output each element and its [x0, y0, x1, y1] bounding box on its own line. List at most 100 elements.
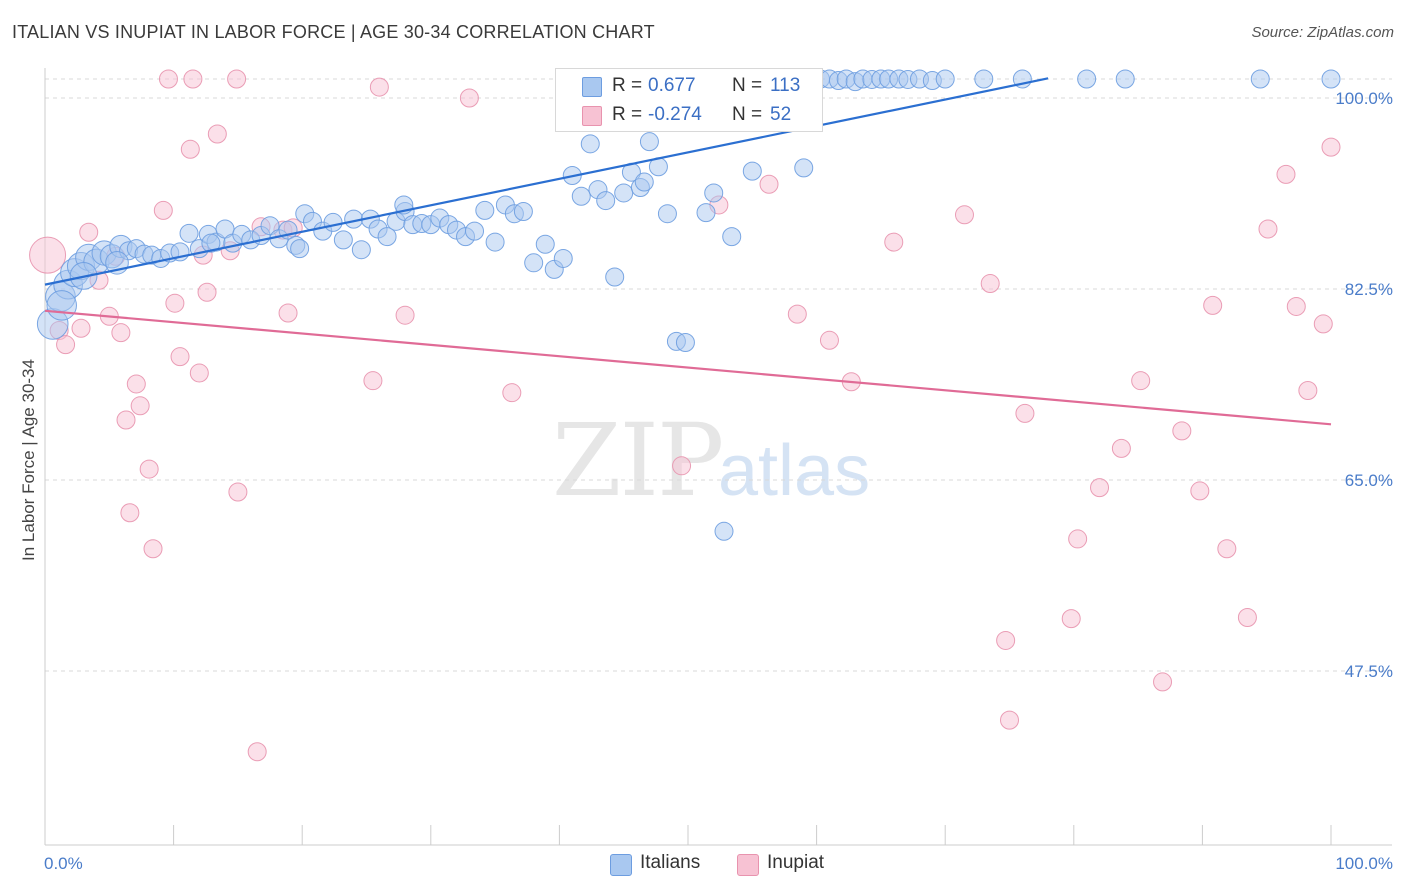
italian-point [513, 202, 533, 222]
stats-row-italians: R = 0.677 N = 113 [556, 71, 822, 101]
italian-point [639, 132, 659, 152]
n-value: 52 [770, 104, 792, 125]
trend-lines [44, 77, 1332, 426]
inupiat-point [954, 205, 974, 225]
italian-point [714, 521, 734, 541]
italian-point [657, 204, 677, 224]
inupiat-trend-line [44, 309, 1332, 426]
tick-labels: 47.5% 65.0% 82.5% 100.0% 0.0% 100.0% [44, 89, 1393, 873]
inupiat-point [1111, 438, 1131, 458]
italian-point [1321, 69, 1341, 89]
italians-legend-swatch [610, 854, 632, 876]
inupiat-point [227, 69, 247, 89]
inupiat-point [1190, 481, 1210, 501]
italian-point [351, 240, 371, 260]
inupiat-point [56, 335, 76, 355]
italian-point [553, 248, 573, 268]
italian-point [596, 191, 616, 211]
watermark-zip: ZIP [552, 402, 724, 519]
inupiat-point [1217, 539, 1237, 559]
italian-point [333, 230, 353, 250]
x-tick-label-min: 0.0% [44, 854, 83, 873]
italian-point [794, 158, 814, 178]
inupiat-point [1237, 608, 1257, 628]
n-label: N = [732, 75, 763, 96]
chart-source: Source: ZipAtlas.com [1251, 24, 1394, 41]
italian-point [179, 223, 199, 243]
inupiat-points [29, 69, 1341, 762]
inupiat-point [1298, 381, 1318, 401]
inupiat-point [111, 323, 131, 343]
inupiat-point [158, 69, 178, 89]
x-tick-label-max: 100.0% [1335, 854, 1393, 873]
italian-point [323, 212, 343, 232]
italian-point [614, 183, 634, 203]
inupiat-point [1090, 478, 1110, 498]
chart-title: ITALIAN VS INUPIAT IN LABOR FORCE | AGE … [12, 22, 655, 42]
inupiat-point [884, 232, 904, 252]
italian-point [1115, 69, 1135, 89]
inupiat-point [459, 88, 479, 108]
inupiat-point [819, 330, 839, 350]
italian-point [675, 332, 695, 352]
r-label: R = [612, 75, 643, 96]
italian-point [605, 267, 625, 287]
inupiat-point [143, 539, 163, 559]
y-axis-label: In Labor Force | Age 30-34 [19, 359, 38, 561]
inupiat-point [980, 274, 1000, 294]
italian-point [696, 203, 716, 223]
inupiat-point [395, 305, 415, 325]
inupiat-point [207, 124, 227, 144]
inupiat-point [228, 482, 248, 502]
italian-point [634, 172, 654, 192]
inupiat-point [1015, 403, 1035, 423]
inupiat-swatch [582, 106, 602, 126]
inupiat-point [759, 174, 779, 194]
inupiat-point [996, 630, 1016, 650]
y-tick-label: 65.0% [1345, 471, 1393, 490]
inupiat-point [1321, 137, 1341, 157]
y-tick-label: 82.5% [1345, 280, 1393, 299]
inupiat-point [165, 293, 185, 313]
inupiat-point [180, 139, 200, 159]
italian-point [742, 161, 762, 181]
inupiat-point [29, 236, 67, 274]
italian-point [1250, 69, 1270, 89]
inupiat-legend-swatch [737, 854, 759, 876]
inupiat-point [1061, 609, 1081, 629]
series-legend: Italians Inupiat [0, 852, 1406, 878]
inupiat-point [126, 374, 146, 394]
inupiat-point [1000, 710, 1019, 730]
italian-point [524, 253, 544, 273]
italian-point [260, 216, 280, 236]
italian-point [201, 233, 221, 253]
inupiat-point [1153, 672, 1173, 692]
grid-lines [45, 78, 1392, 672]
inupiat-point [502, 383, 522, 403]
italian-point [1077, 69, 1097, 89]
inupiat-point [1131, 371, 1151, 391]
axes [44, 68, 1392, 846]
r-value: 0.677 [648, 75, 696, 96]
inupiat-point [79, 222, 99, 242]
inupiat-point [1258, 219, 1278, 239]
inupiat-point [1203, 295, 1223, 315]
inupiat-point [116, 410, 136, 430]
inupiat-point [120, 503, 140, 523]
inupiat-point [1172, 421, 1192, 441]
italian-point [465, 221, 485, 241]
stats-row-inupiat: R = -0.274 N = 52 [556, 100, 822, 130]
inupiat-point [170, 347, 190, 367]
n-label: N = [732, 104, 763, 125]
inupiat-point [672, 456, 692, 476]
inupiat-point [197, 282, 217, 302]
inupiat-point [139, 459, 159, 479]
inupiat-point [247, 742, 267, 762]
italian-point [475, 200, 495, 220]
inupiat-point [363, 371, 383, 391]
italian-point [974, 69, 994, 89]
r-value: -0.274 [648, 104, 702, 125]
italian-point [377, 227, 397, 247]
inupiat-point [153, 200, 173, 220]
